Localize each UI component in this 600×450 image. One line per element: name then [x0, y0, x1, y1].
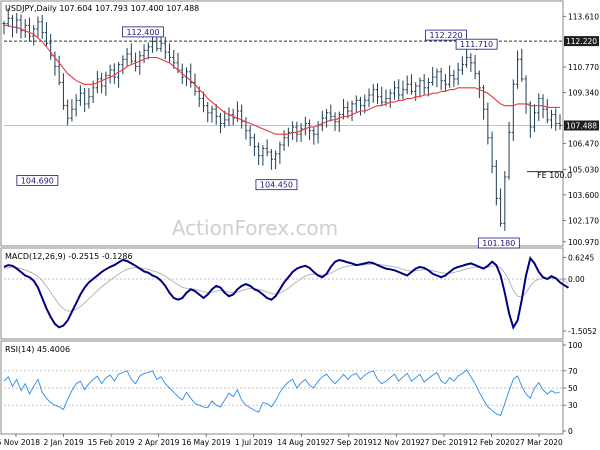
rsi-axis-label: 30 [568, 401, 578, 410]
annotation-label: 104.450 [260, 181, 293, 190]
price-axis-label: 102.170 [568, 216, 599, 225]
rsi-axis-label: 70 [568, 367, 578, 376]
macd-panel-title: MACD(12,26,9) -0.2515 -0.1286 [5, 252, 133, 261]
x-axis-label: 27 Mar 2020 [515, 438, 563, 447]
annotation-label: 101.180 [482, 239, 515, 248]
x-axis-label: 12 Feb 2020 [468, 438, 515, 447]
price-axis-label: 110.770 [568, 63, 599, 72]
annotation-label: 112.400 [126, 28, 159, 37]
x-axis-label: 14 Aug 2019 [277, 438, 325, 447]
rsi-line [3, 369, 561, 417]
rsi-panel-frame [0, 340, 564, 435]
annotation-box [16, 175, 59, 186]
rsi-axis-label: 0 [568, 427, 573, 436]
price-axis-label: 107.488 [566, 121, 597, 130]
rsi-axis-label: 50 [568, 384, 578, 393]
fe-label: FE 100.0 [537, 171, 572, 180]
macd-axis-label: 0.6245 [568, 253, 594, 262]
price-axis-label: 112.220 [566, 37, 597, 46]
annotation-label: 112.220 [429, 31, 462, 40]
x-axis-label: 2 Jan 2019 [43, 438, 83, 447]
x-axis-label: 12 Nov 2019 [372, 438, 420, 447]
annotation-label: 104.690 [21, 176, 54, 185]
x-axis-label: 15 Nov 2018 [0, 438, 40, 447]
watermark: ActionForex.com [172, 216, 338, 240]
annotation-box [477, 237, 520, 249]
last-price-badge [564, 120, 599, 131]
resistance-badge [564, 36, 599, 47]
x-axis-label: 16 May 2019 [182, 438, 231, 447]
rsi-panel-title: RSI(14) 45.4006 [5, 345, 70, 354]
annotation-box [455, 38, 498, 50]
price-axis-label: 109.340 [568, 88, 599, 97]
annotation-box [255, 179, 298, 191]
macd-panel-frame [0, 247, 564, 340]
price-axis-label: 103.600 [568, 191, 599, 200]
price-panel-frame [0, 0, 564, 247]
macd-axis-label: 0.00 [568, 275, 585, 284]
x-axis-label: 15 Feb 2019 [88, 438, 135, 447]
annotation-box [122, 26, 164, 38]
price-axis-label: 100.970 [568, 238, 599, 247]
price-panel-title: USDJPY,Daily 107.604 107.793 107.400 107… [5, 4, 199, 13]
annotation-box [425, 29, 467, 41]
annotation-label: 111.710 [460, 40, 493, 49]
macd-signal-line [3, 263, 569, 312]
x-axis-label: 1 Jul 2019 [235, 438, 273, 447]
moving-average-line [4, 24, 560, 135]
rsi-axis-label: 100 [568, 341, 583, 350]
price-axis-label: 113.610 [568, 12, 599, 21]
x-axis-label: 27 Sep 2019 [325, 438, 373, 447]
x-axis-label: 27 Dec 2019 [420, 438, 468, 447]
macd-line [3, 256, 570, 330]
price-axis-label: 106.470 [568, 140, 599, 149]
macd-axis-label: -1.5052 [568, 327, 597, 336]
x-axis-label: 2 Apr 2019 [138, 438, 180, 447]
price-axis-label: 105.030 [568, 165, 599, 174]
